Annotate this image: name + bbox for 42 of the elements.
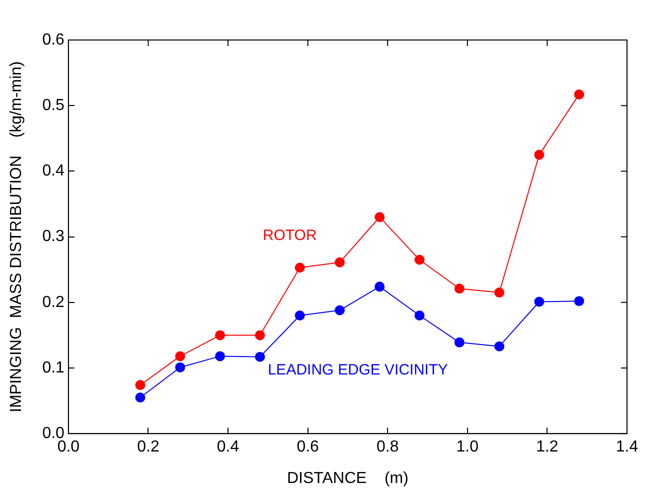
point (574, 89, 584, 100)
y-tick-label: 0.3 (42, 228, 65, 246)
point (534, 150, 544, 160)
point (494, 341, 504, 352)
y-tick-label: 0.5 (42, 97, 65, 114)
y-tick-label: 0.6 (42, 31, 65, 48)
x-tick-label: 0.2 (137, 438, 160, 456)
point (414, 310, 425, 321)
x-axis-title: DISTANCE (m) (286, 470, 408, 487)
series-label: ROTOR (262, 226, 317, 244)
x-tick-label: 1.0 (456, 438, 479, 456)
point (254, 352, 265, 362)
x-tick-label: 0.4 (216, 438, 240, 456)
point (175, 362, 186, 372)
point (534, 296, 544, 307)
point (135, 392, 146, 403)
point (334, 305, 345, 316)
y-tick-label: 0.4 (42, 162, 65, 180)
x-tick-label: 0.0 (57, 438, 80, 456)
x-tick-label: 1.2 (536, 438, 558, 456)
point (294, 262, 305, 273)
x-tick-label: 0.6 (296, 438, 320, 456)
point (334, 257, 345, 268)
point (574, 296, 584, 306)
point (175, 351, 186, 362)
point (414, 254, 425, 265)
x-tick-label: 1.4 (616, 438, 638, 456)
point (294, 310, 305, 321)
point (254, 330, 265, 340)
point (454, 337, 464, 348)
x-tick-label: 0.8 (376, 438, 399, 456)
point (454, 284, 464, 294)
series-label: LEADING EDGE VICINITY (268, 362, 448, 379)
point (135, 380, 146, 390)
point (215, 351, 226, 362)
point (374, 212, 385, 222)
y-tick-label: 0.1 (42, 359, 65, 376)
point (374, 282, 385, 292)
y-tick-label: 0.2 (42, 294, 65, 311)
y-axis-title: IMPINGING MASS DISTRIBUTION (kg/m-min) (8, 61, 26, 412)
point (494, 288, 504, 298)
point (215, 330, 226, 340)
